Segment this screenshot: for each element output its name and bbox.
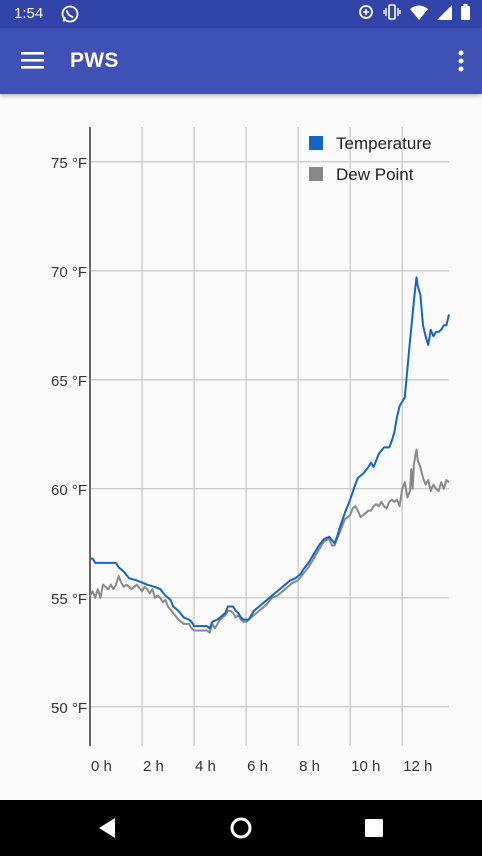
back-button[interactable] <box>93 814 121 842</box>
temperature-line <box>90 276 450 630</box>
back-triangle-icon <box>99 818 115 838</box>
x-tick-label: 8 h <box>299 758 320 775</box>
signal-icon <box>437 4 452 25</box>
legend-label-temperature: Temperature <box>336 134 431 153</box>
status-icons <box>358 4 470 25</box>
legend-swatch-dew-point <box>309 167 323 181</box>
page-title: PWS <box>70 49 119 72</box>
y-tick-label: 75 °F <box>51 155 87 172</box>
dew-point-line <box>89 448 450 634</box>
home-button[interactable] <box>227 814 255 842</box>
battery-icon <box>461 4 470 25</box>
recents-button[interactable] <box>360 814 388 842</box>
y-tick-label: 55 °F <box>51 591 87 608</box>
x-tick-label: 10 h <box>351 758 380 775</box>
recents-square-icon <box>365 819 383 837</box>
vibrate-icon <box>383 4 401 25</box>
app-bar: PWS <box>0 28 482 94</box>
x-tick-label: 2 h <box>143 758 164 775</box>
home-circle-icon <box>230 817 252 839</box>
more-vert-icon <box>458 50 464 72</box>
status-time: 1:54 <box>14 5 44 22</box>
navigation-bar <box>0 800 482 856</box>
data-saver-icon <box>358 4 374 25</box>
x-tick-label: 0 h <box>91 758 112 775</box>
status-bar: 1:54 <box>0 0 482 28</box>
legend-swatch-temperature <box>309 136 323 150</box>
overflow-menu-button[interactable] <box>454 47 468 77</box>
y-tick-label: 60 °F <box>51 482 87 499</box>
x-tick-label: 12 h <box>403 758 432 775</box>
y-tick-label: 65 °F <box>51 373 87 390</box>
y-tick-label: 70 °F <box>51 264 87 281</box>
y-tick-label: 50 °F <box>51 700 87 717</box>
legend-label-dew-point: Dew Point <box>336 165 414 184</box>
menu-button[interactable] <box>14 45 50 77</box>
x-tick-label: 6 h <box>247 758 268 775</box>
wifi-icon <box>410 5 428 25</box>
weather-chart[interactable]: 0 h 2 h 4 h 6 h 8 h 10 h 12 h 50 °F 55 °F 60 °F 65… <box>0 94 482 800</box>
whatsapp-icon <box>60 4 80 29</box>
chart-svg: 0 h 2 h 4 h 6 h 8 h 10 h 12 h 50 °F 55 °F 60 °F 65… <box>51 127 450 775</box>
x-tick-label: 4 h <box>195 758 216 775</box>
hamburger-menu-icon <box>21 52 44 69</box>
chart-canvas: 0 h 2 h 4 h 6 h 8 h 10 h 12 h 50 °F 55 °F 60 °F 65… <box>0 94 482 800</box>
